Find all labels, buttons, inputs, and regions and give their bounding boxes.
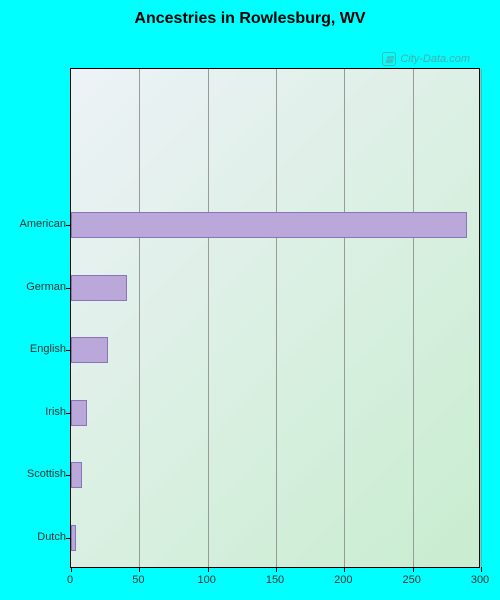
gridline-v (344, 69, 345, 567)
y-axis-label: American (20, 218, 66, 230)
x-axis-label: 0 (67, 574, 73, 586)
gridline-v (208, 69, 209, 567)
x-tick (413, 567, 414, 572)
x-axis-label: 250 (402, 574, 420, 586)
y-axis-label: Dutch (37, 531, 66, 543)
gridline-v (413, 69, 414, 567)
x-axis-labels: 050100150200250300 (70, 574, 480, 594)
x-axis-label: 50 (132, 574, 144, 586)
bar (71, 337, 108, 363)
bar (71, 275, 127, 301)
x-tick (71, 567, 72, 572)
y-axis-labels: American German English Irish Scottish Dutch (10, 68, 70, 568)
x-tick (139, 567, 140, 572)
x-axis-label: 150 (266, 574, 284, 586)
watermark-icon: ▦ (382, 52, 396, 66)
x-tick (208, 567, 209, 572)
y-axis-label: Scottish (27, 468, 66, 480)
gridline-v (481, 69, 482, 567)
bar (71, 525, 76, 551)
watermark-text: City-Data.com (400, 53, 470, 65)
y-axis-label: Irish (45, 406, 66, 418)
x-axis-label: 300 (471, 574, 489, 586)
plot-area (70, 68, 480, 568)
bar (71, 212, 467, 238)
bar (71, 462, 82, 488)
x-tick (276, 567, 277, 572)
x-axis-label: 200 (334, 574, 352, 586)
chart-title: Ancestries in Rowlesburg, WV (10, 10, 490, 28)
gridline-v (139, 69, 140, 567)
gridline-v (276, 69, 277, 567)
bar (71, 400, 87, 426)
x-tick (344, 567, 345, 572)
y-axis-label: English (30, 343, 66, 355)
watermark: ▦ City-Data.com (382, 52, 470, 66)
x-tick (481, 567, 482, 572)
chart-outer: Ancestries in Rowlesburg, WV ▦ City-Data… (0, 0, 500, 600)
x-axis-label: 100 (197, 574, 215, 586)
y-axis-label: German (26, 281, 66, 293)
